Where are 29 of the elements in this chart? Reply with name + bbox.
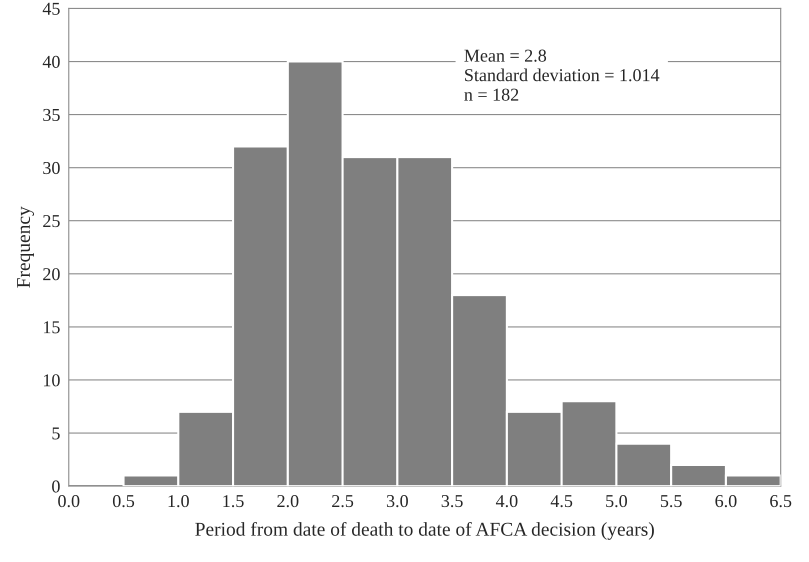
annotation: n = 182 xyxy=(464,88,518,101)
y-tick-label: 0 xyxy=(52,480,60,493)
x-tick-label: 5.5 xyxy=(660,495,682,508)
x-tick-label: 3.0 xyxy=(386,494,408,508)
y-tick-label: 45 xyxy=(42,2,60,15)
annotation: Standard deviation = 1.014 xyxy=(465,68,660,82)
x-tick-label: 0.5 xyxy=(112,494,134,508)
y-tick-label: 35 xyxy=(43,108,60,122)
y-tick-label: 30 xyxy=(43,162,60,174)
x-tick-label: 6.5 xyxy=(770,495,792,508)
x-tick-label: 0.0 xyxy=(58,494,80,508)
y-tick-label: 10 xyxy=(44,374,60,386)
x-tick-label: 6.0 xyxy=(715,494,737,508)
x-tick-label: 1.0 xyxy=(168,494,189,508)
y-tick-label: 20 xyxy=(43,268,60,280)
x-tick-label: 2.0 xyxy=(277,494,298,508)
x-axis-title: Period from date of death to date of AFCA decision (years) xyxy=(195,522,654,540)
y-tick-label: 25 xyxy=(43,215,60,228)
y-tick-label: 5 xyxy=(52,427,60,440)
x-tick-label: 5.0 xyxy=(606,494,627,508)
x-tick-label: 3.5 xyxy=(442,495,463,508)
y-axis-title: Frequency xyxy=(17,206,34,288)
x-tick-label: 4.0 xyxy=(496,494,518,508)
x-tick-label: 1.5 xyxy=(223,495,244,508)
y-tick-label: 15 xyxy=(44,321,60,334)
y-tick-label: 40 xyxy=(42,56,60,68)
x-tick-label: 4.5 xyxy=(550,495,572,508)
annotation: Mean = 2.8 xyxy=(464,50,546,62)
x-tick-label: 2.5 xyxy=(332,495,354,508)
